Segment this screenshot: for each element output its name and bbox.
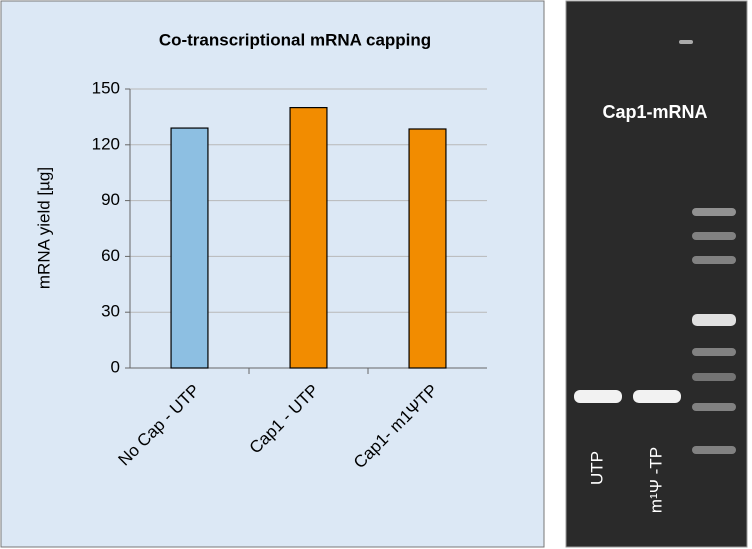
- ladder: [692, 208, 736, 454]
- lane-label: m¹Ψ -TP: [646, 447, 665, 513]
- chart-panel: [0, 0, 545, 548]
- gel-band: [574, 390, 622, 403]
- bar: [289, 106, 328, 369]
- y-tick-label: 0: [111, 357, 120, 376]
- y-axis-label: mRNA yield [µg]: [34, 167, 53, 289]
- y-tick-label: 60: [101, 246, 120, 265]
- y-tick-label: 30: [101, 302, 120, 321]
- y-tick-label: 150: [92, 78, 120, 97]
- bar: [170, 127, 209, 369]
- gel-panel: [565, 0, 748, 548]
- bar: [408, 128, 447, 369]
- chart-title: Co-transcriptional mRNA capping: [159, 30, 431, 49]
- gel-title: Cap1-mRNA: [602, 102, 707, 122]
- gel-band: [633, 390, 681, 403]
- y-tick-label: 90: [101, 190, 120, 209]
- lane-label: UTP: [587, 451, 606, 485]
- y-tick-label: 120: [92, 134, 120, 153]
- gel-artifact: [679, 40, 693, 44]
